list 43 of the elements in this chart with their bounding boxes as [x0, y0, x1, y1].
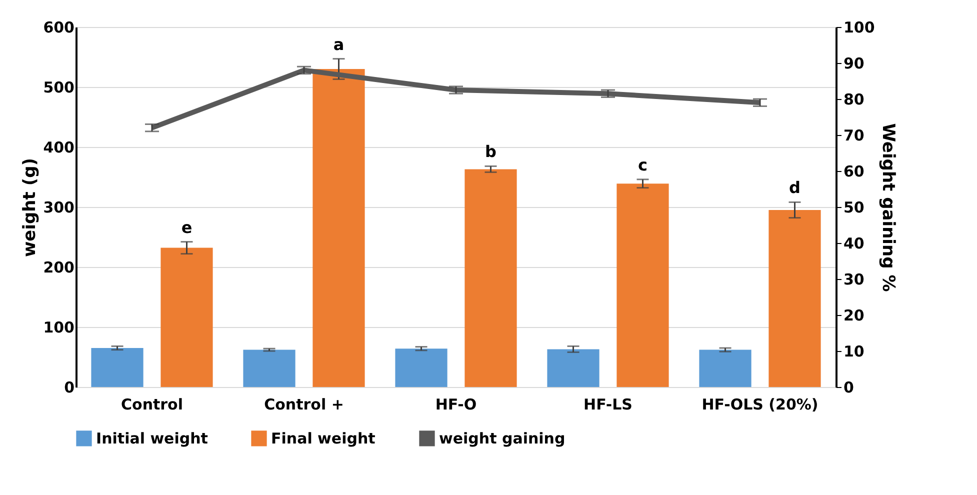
bar: [395, 348, 448, 387]
bar: [91, 348, 144, 387]
y2-tick-label: 20: [844, 306, 864, 324]
y-tick-label: 200: [43, 258, 74, 276]
y2-axis-title: Weight gaining %: [878, 123, 898, 292]
y2-tick-label: 80: [844, 90, 864, 108]
legend-label: weight gaining: [439, 429, 566, 448]
legend-label: Final weight: [271, 429, 376, 448]
bar: [160, 248, 213, 387]
bar: [699, 350, 752, 387]
y2-tick-label: 0: [844, 378, 854, 396]
x-tick-label: HF-LS: [584, 396, 632, 414]
y2-tick-label: 30: [844, 270, 864, 288]
y2-tick-label: 40: [844, 234, 864, 252]
y-tick-label: 300: [43, 198, 74, 216]
bar: [616, 184, 669, 387]
bar: [464, 169, 517, 387]
y2-tick-label: 10: [844, 342, 864, 360]
annotation: c: [638, 155, 648, 174]
y-tick-label: 500: [43, 78, 74, 96]
y2-tick-label: 100: [844, 18, 875, 36]
bar: [547, 349, 600, 387]
y2-tick-label: 50: [844, 198, 864, 216]
x-tick-label: Control: [120, 396, 184, 414]
x-tick-label: Control +: [264, 396, 344, 414]
x-tick-label: HF-OLS (20%): [702, 396, 818, 414]
y2-tick-label: 70: [844, 126, 864, 144]
bar: [312, 69, 365, 387]
legend-label: Initial weight: [96, 429, 208, 448]
bar: [768, 210, 821, 387]
y-tick-label: 100: [43, 318, 74, 336]
annotation: a: [333, 34, 344, 54]
y-tick-label: 400: [43, 138, 74, 156]
bar: [243, 350, 296, 387]
annotation: e: [181, 218, 192, 237]
y2-tick-label: 90: [844, 54, 864, 72]
y2-tick-label: 60: [844, 162, 864, 180]
y-tick-label: 0: [64, 378, 74, 396]
y-tick-label: 600: [43, 18, 74, 36]
annotation: b: [485, 142, 496, 162]
annotation: d: [789, 178, 800, 198]
x-tick-label: HF-O: [435, 396, 477, 414]
y-axis-title: weight (g): [20, 158, 40, 258]
